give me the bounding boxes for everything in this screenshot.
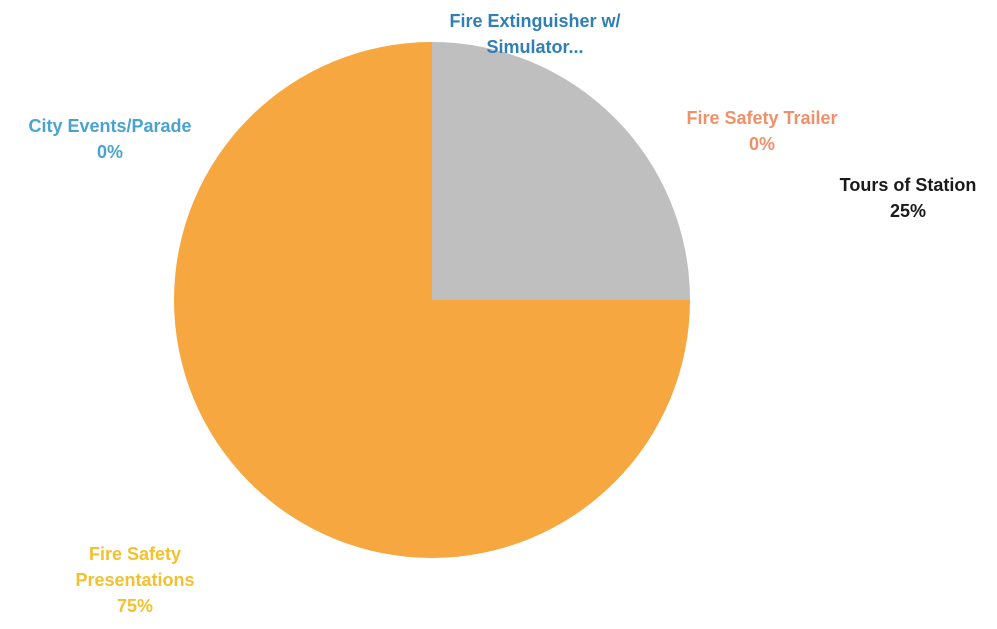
pie-labels: Fire Extinguisher w/Simulator... Tours of… [28,11,976,616]
data-label-fire-safety-presentations-value: 75% [117,596,153,616]
data-label-fire-safety-presentations-line-2: Presentations [75,570,194,590]
data-label-fire-extinguisher-w-simulator-line-2: Simulator... [486,37,583,57]
data-label-fire-safety-trailer-value: 0% [749,134,775,154]
data-label-fire-safety-trailer-line-1: Fire Safety Trailer [686,108,837,128]
pie-slices [174,42,690,558]
data-label-fire-extinguisher-w-simulator-line-1: Fire Extinguisher w/ [449,11,620,31]
data-label-city-events-parade-line-1: City Events/Parade [28,116,191,136]
data-label-fire-safety-presentations-line-1: Fire Safety [89,544,181,564]
pie-slice-tours-of-station [432,42,690,300]
data-label-tours-of-station-line-1: Tours of Station [840,175,977,195]
data-label-tours-of-station-value: 25% [890,201,926,221]
pie-slice-fire-safety-presentations [174,42,690,558]
data-label-city-events-parade-value: 0% [97,142,123,162]
